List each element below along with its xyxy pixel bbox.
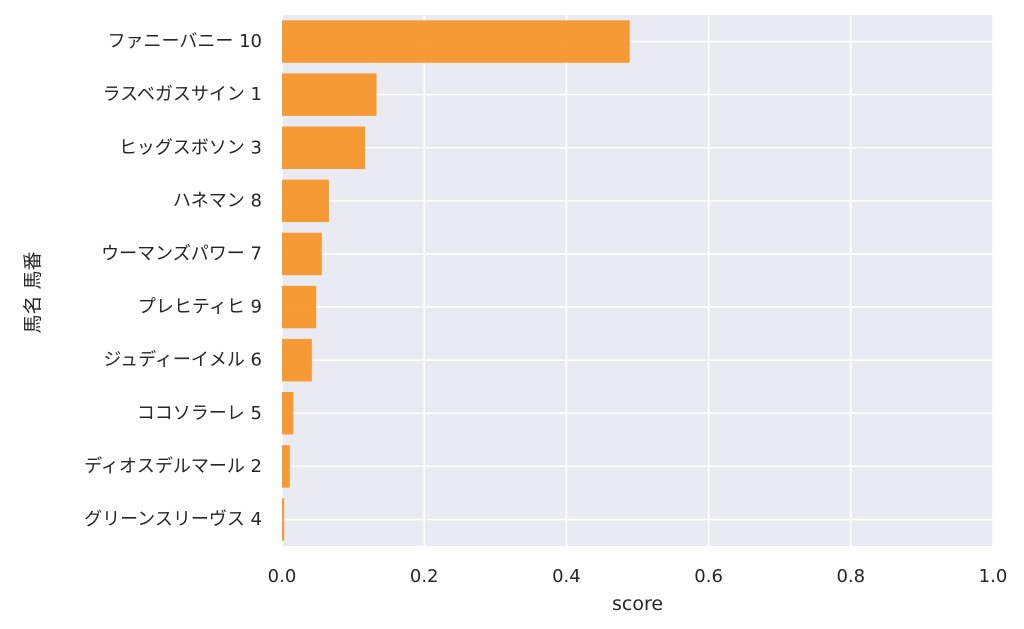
- bar: [282, 392, 294, 435]
- x-axis-label: score: [612, 593, 663, 615]
- bar: [282, 179, 329, 223]
- bar: [282, 338, 312, 382]
- category-label: ラスベガスサイン 1: [102, 84, 262, 105]
- bar: [282, 73, 377, 116]
- category-label: プレヒティヒ 9: [138, 297, 262, 318]
- category-label: ウーマンズパワー 7: [101, 243, 262, 264]
- category-label: ファニーバニー 10: [108, 31, 262, 52]
- x-tick-label: 0.6: [694, 566, 723, 587]
- category-label: ディオスデルマール 2: [84, 456, 262, 477]
- bar: [282, 445, 290, 488]
- x-tick-label: 1.0: [979, 566, 1008, 587]
- category-label: ココソラーレ 5: [137, 403, 262, 424]
- bar: [282, 498, 285, 541]
- category-label: グリーンスリーヴス 4: [84, 509, 262, 530]
- plot-area: [282, 15, 993, 546]
- category-label: ハネマン 8: [173, 190, 262, 211]
- x-tick-label: 0.0: [268, 566, 297, 587]
- category-label: ヒッグスボソン 3: [119, 137, 262, 158]
- x-tick-label: 0.8: [836, 566, 865, 587]
- bar: [282, 20, 630, 63]
- x-tick-labels: 0.0 0.2 0.4 0.6 0.8 1.0: [268, 566, 1008, 587]
- bar: [282, 232, 322, 276]
- x-tick-label: 0.2: [410, 566, 439, 587]
- bar: [282, 126, 366, 169]
- grid-lines: [281, 15, 994, 546]
- bar: [282, 285, 317, 329]
- x-tick-label: 0.4: [552, 566, 581, 587]
- category-label: ジュディーイメル 6: [103, 350, 262, 371]
- y-axis-label: 馬名 馬番: [22, 251, 44, 333]
- category-labels: ファニーバニー 10 ラスベガスサイン 1 ヒッグスボソン 3 ハネマン 8 ウーマンズ…: [84, 31, 262, 530]
- bars: [282, 20, 630, 541]
